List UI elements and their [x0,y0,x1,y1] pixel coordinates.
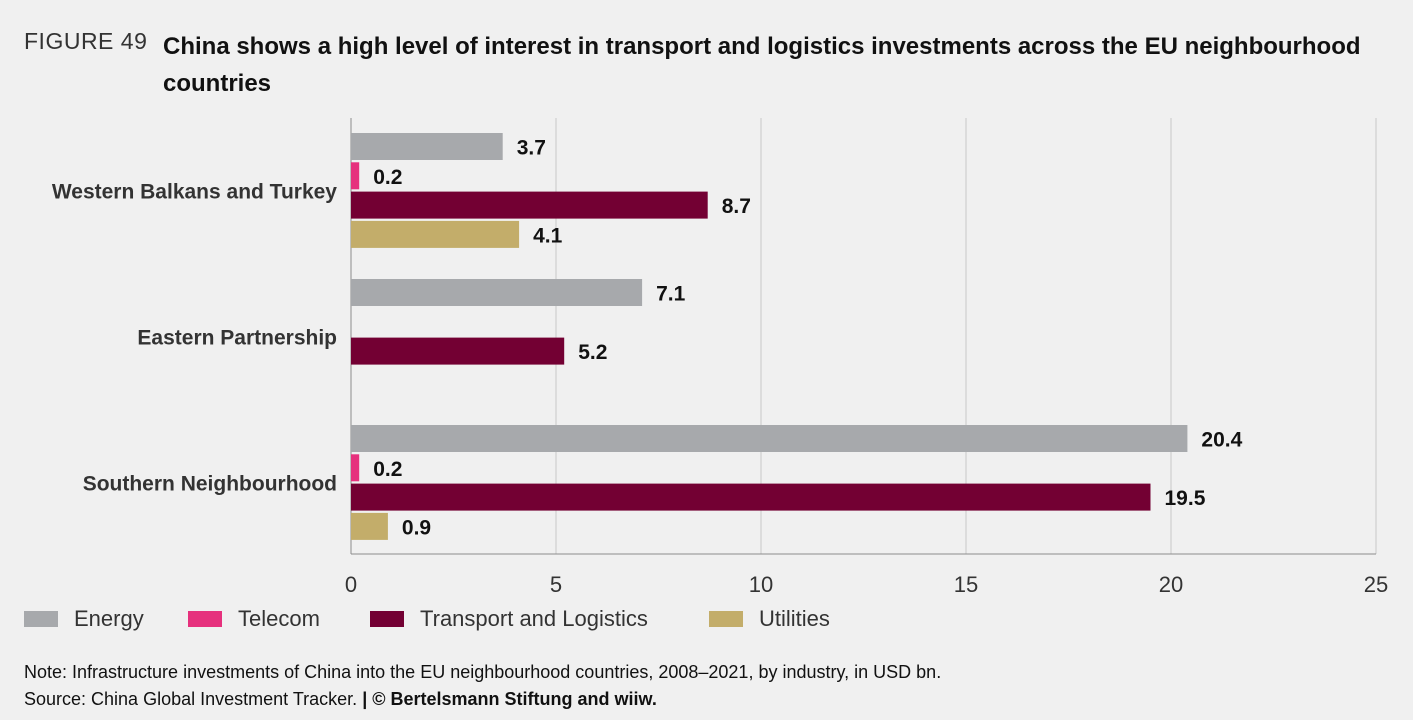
figure-label: FIGURE 49 [24,28,148,54]
chart-notes: Note: Infrastructure investments of Chin… [24,659,941,713]
data-label: 5.2 [578,341,607,364]
bar-chart: 0 5 10 15 20 25 Western Balkans and Turkey 3.7 0… [52,118,1388,597]
source-line: Source: China Global Investment Tracker.… [24,686,941,713]
legend-item-energy: Energy [24,606,144,632]
legend-swatch-energy [24,611,58,627]
x-tick-label: 10 [749,572,773,597]
bar [351,279,643,306]
data-label: 3.7 [517,137,546,160]
legend-swatch-utilities [709,611,743,627]
note-text: Note: Infrastructure investments of Chin… [24,662,942,682]
data-label: 8.7 [722,195,751,218]
legend-label-transport: Transport and Logistics [420,606,648,631]
bar [351,337,565,365]
x-tick-label: 0 [345,572,357,597]
category-label: Western Balkans and Turkey [52,180,337,203]
bar [351,133,503,160]
bar [351,512,388,540]
bar [351,454,360,482]
bar [351,425,1188,452]
legend-item-transport: Transport and Logistics [370,606,648,632]
source-text: Source: China Global Investment Tracker. [24,689,358,709]
legend-label-utilities: Utilities [759,606,830,631]
legend-label-energy: Energy [74,606,144,631]
x-tick-label: 20 [1159,572,1183,597]
bar [351,483,1151,511]
legend-label-telecom: Telecom [238,606,320,631]
legend-item-utilities: Utilities [709,606,830,632]
bar [351,220,520,248]
category-label: Southern Neighbourhood [83,472,337,495]
legend-item-telecom: Telecom [188,606,320,632]
data-label: 0.2 [373,166,402,189]
source-separator: | [362,689,368,709]
data-label: 4.1 [533,224,563,247]
data-label: 19.5 [1165,487,1206,510]
x-tick-label: 25 [1364,572,1388,597]
data-label: 20.4 [1201,429,1242,452]
copyright-text: © Bertelsmann Stiftung and wiiw. [372,689,657,709]
x-tick-label: 15 [954,572,978,597]
category-label: Eastern Partnership [137,326,337,349]
data-label: 0.9 [402,516,431,539]
legend-swatch-transport [370,611,404,627]
figure-title: China shows a high level of interest in … [163,33,1361,97]
bar [351,162,360,190]
data-label: 7.1 [656,283,686,306]
x-tick-label: 5 [550,572,562,597]
bar [351,191,708,219]
data-label: 0.2 [373,458,402,481]
legend-swatch-telecom [188,611,222,627]
